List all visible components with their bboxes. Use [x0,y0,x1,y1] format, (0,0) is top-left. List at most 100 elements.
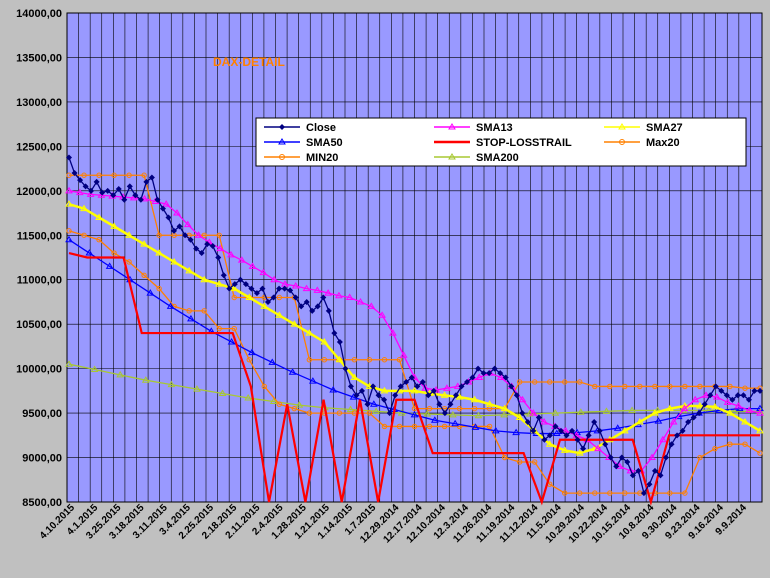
sma27-point [620,426,629,434]
legend-marker [448,153,456,160]
legend-label: SMA13 [476,122,513,134]
sma13-point [723,398,732,405]
sma200-point [730,407,739,414]
max20-point [81,172,87,178]
sma13-point [702,391,710,398]
max20-point [727,383,733,390]
sma27-point [320,337,329,345]
max20-point [141,172,147,178]
close-point [712,383,719,390]
min20-point [96,237,102,243]
sma200-point [295,401,304,408]
close-point [270,294,277,301]
max20-point [366,357,373,363]
y-axis-ticks: 14000,00 13500,00 13000,00 12500,00 12000,00… [16,8,62,509]
legend-label: SMA50 [306,137,343,149]
close-point [276,285,283,292]
close-point [629,472,636,479]
close-point [403,378,410,385]
sma50-point [85,249,94,256]
sma50-point [308,377,317,384]
min20-point [261,383,267,390]
close-point [596,427,603,434]
close-point [215,254,222,261]
sma50-point [105,262,114,269]
sma27-point [470,395,479,403]
close-point [187,236,194,243]
max20-point [126,172,132,178]
sma27-point [155,249,164,256]
close-point [77,177,84,184]
close-point [71,170,78,177]
min20-point [682,490,688,496]
y-tick-label: 10000,00 [16,364,62,376]
close-point [375,392,382,399]
min20-point [411,423,418,430]
max20-point [216,232,222,238]
min20-point [727,441,733,447]
sma50-point [329,386,338,393]
max20-point [96,172,102,178]
sma13-point [518,395,527,403]
sma13-point [237,256,246,263]
close-point [148,174,155,181]
sma27-point [575,449,584,456]
close-point [685,418,692,425]
max20-point [351,357,358,363]
sma27-point [215,280,224,287]
sma50-point [674,412,683,420]
sma13-point [345,293,354,301]
sma13-point [691,395,700,403]
y-tick-label: 14000,00 [16,8,62,20]
close-point [115,186,122,193]
legend-marker [279,154,285,160]
sma50-point [552,429,561,437]
sma13-point [183,220,192,228]
close-point [651,467,658,474]
close-point [82,183,89,190]
sma13-point [389,329,397,336]
chart-title: DAX-DETAIL [213,55,285,69]
min20-point [396,423,403,430]
sma13-point [658,435,667,443]
sma27-point [275,311,284,318]
sma27-point [230,284,239,292]
sma27-point [665,404,674,412]
close-point [723,392,730,399]
sma27-point [350,373,359,381]
close-point [497,370,504,377]
sma27-point [696,402,704,409]
legend-marker [618,123,626,130]
close-point [137,196,144,203]
sma200-line [68,363,760,417]
close-point [541,436,548,443]
close-point [132,192,139,199]
y-tick-label: 13500,00 [16,52,62,64]
close-point [646,481,653,488]
min20-point [66,228,72,234]
stop-losstrail-line [68,251,760,507]
sma13-point [421,384,430,391]
min20-point [291,405,298,412]
legend-label: Max20 [646,137,680,149]
close-point [475,365,482,372]
sma27-point [485,400,494,407]
legend-marker [619,139,625,145]
max20-point [396,357,403,363]
close-point [734,392,741,399]
sma200-point [628,406,636,413]
sma13-point [745,406,754,413]
sma200-point [90,365,99,373]
close-point [182,232,189,239]
close-point [425,392,432,399]
min20-point [501,454,508,461]
sma27-point [726,409,734,416]
close-point [126,183,133,190]
sma13-point [734,402,743,409]
close-point [668,441,675,448]
close-point [325,307,332,314]
close-point [309,307,316,314]
legend-label: SMA27 [646,122,683,134]
min20-point [111,250,117,256]
sma200-point [269,397,278,405]
